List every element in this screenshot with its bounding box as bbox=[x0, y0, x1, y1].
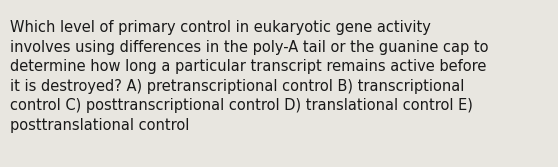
Text: Which level of primary control in eukaryotic gene activity
involves using differ: Which level of primary control in eukary… bbox=[10, 20, 489, 133]
